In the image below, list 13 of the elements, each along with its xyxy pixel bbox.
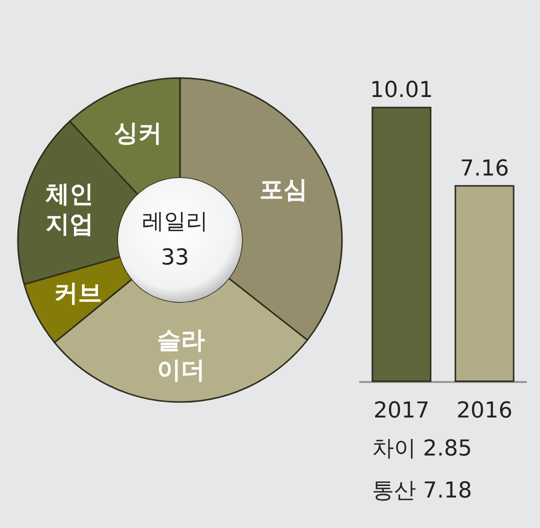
text: 차이 2.85	[372, 436, 472, 462]
x-tick-label: 2017	[374, 398, 430, 424]
data-label: 7.16	[460, 156, 509, 182]
text: 통산 7.18	[372, 478, 472, 504]
slice-label: 싱커	[114, 118, 162, 147]
x-tick-label: 2016	[456, 398, 512, 424]
slice-label: 커브	[54, 279, 102, 308]
slice-label: 슬라이더	[157, 326, 206, 384]
text: 레일리	[142, 210, 208, 234]
slice-label: 포심	[259, 176, 308, 204]
text: 33	[161, 246, 189, 270]
slice-label: 체인지업	[45, 180, 94, 238]
data-label: 10.01	[370, 78, 433, 104]
